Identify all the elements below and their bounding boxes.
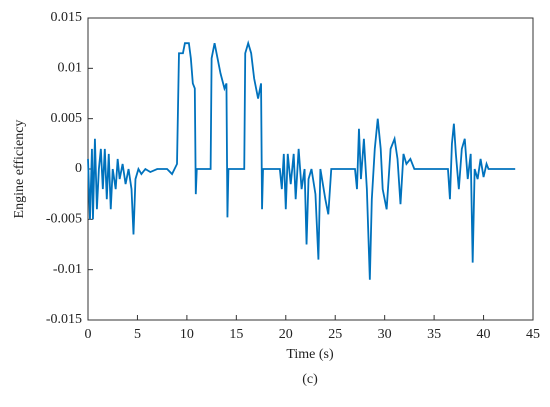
- x-tick-label: 20: [279, 327, 293, 342]
- x-tick-label: 30: [378, 327, 392, 342]
- x-tick-label: 35: [427, 327, 441, 342]
- y-tick-label: 0.01: [58, 61, 83, 76]
- y-tick-label: -0.015: [46, 312, 82, 327]
- data-line: [87, 39, 516, 280]
- y-tick-label: 0.005: [51, 111, 83, 126]
- x-tick-label: 0: [85, 327, 92, 342]
- x-tick-label: 40: [477, 327, 491, 342]
- caption: (c): [302, 372, 318, 387]
- y-tick-label: -0.005: [46, 212, 82, 227]
- y-tick-label: 0: [75, 161, 82, 176]
- x-tick-label: 10: [180, 327, 194, 342]
- x-tick-label: 5: [134, 327, 141, 342]
- x-tick-label: 25: [328, 327, 342, 342]
- y-tick-label: -0.01: [53, 262, 82, 277]
- y-axis-label: Engine efficiency: [12, 120, 27, 219]
- x-axis-label: Time (s): [286, 347, 334, 362]
- x-tick-label: 15: [229, 327, 243, 342]
- x-tick-label: 45: [526, 327, 540, 342]
- y-tick-label: 0.015: [51, 10, 83, 25]
